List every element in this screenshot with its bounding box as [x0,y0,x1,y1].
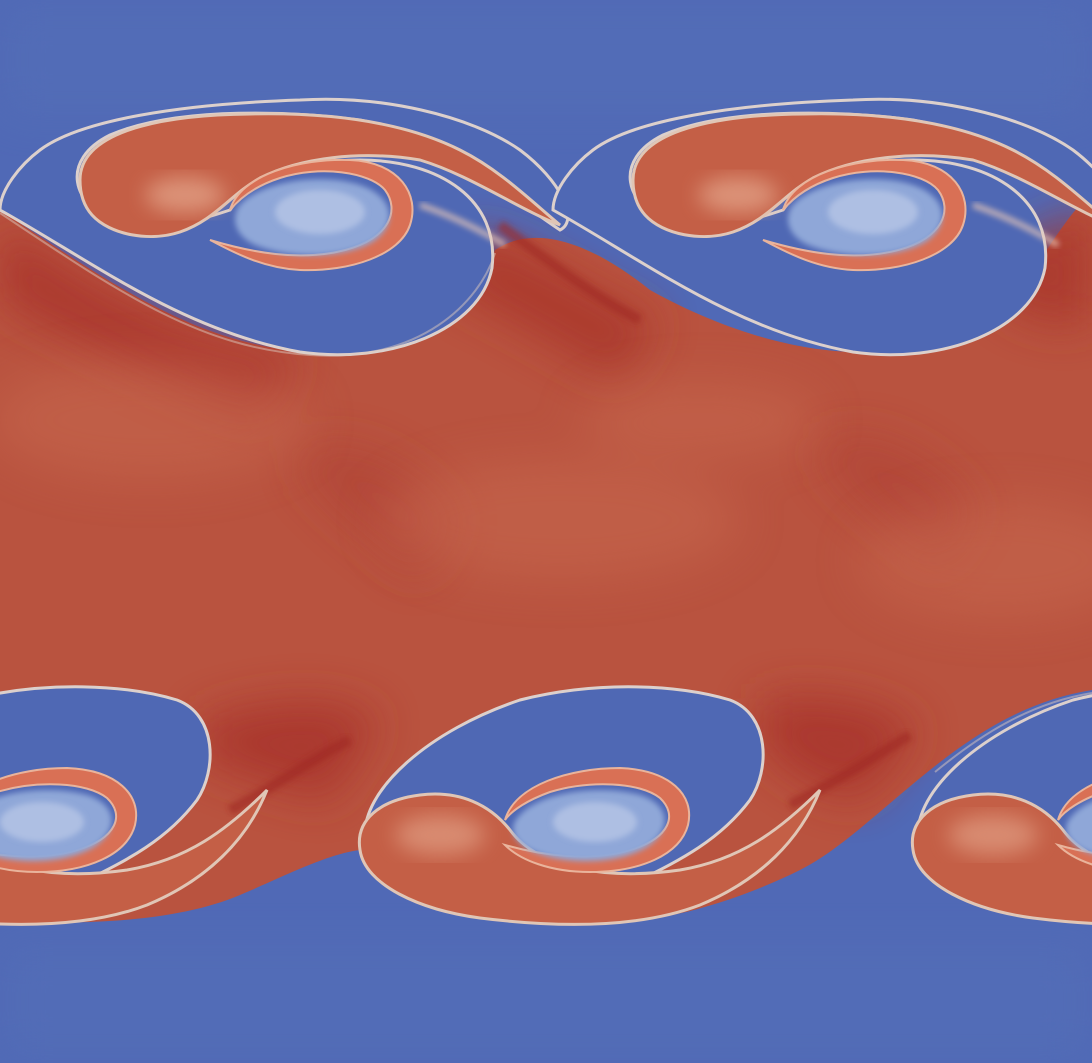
vortex-field-svg [0,0,1092,1063]
simulation-viewport [0,0,1092,1063]
